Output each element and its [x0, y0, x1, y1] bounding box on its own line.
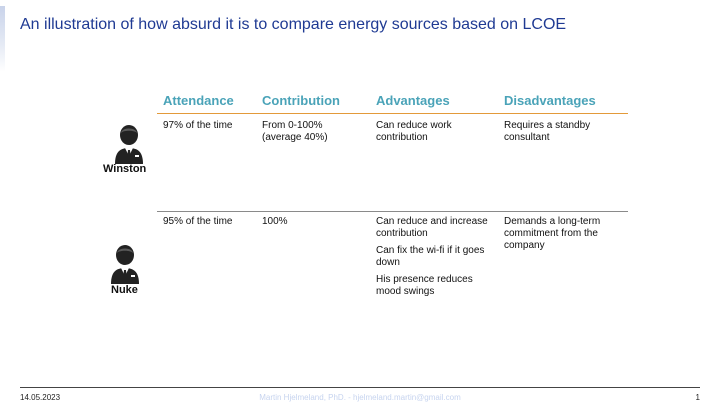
page-number: 1 — [695, 393, 700, 402]
person-suit-icon — [111, 245, 139, 284]
cell-contribution-nuke: 100% — [262, 216, 367, 228]
cell-disadvantages-winston: Requires a standby consultant — [504, 120, 622, 149]
header-divider — [157, 113, 628, 114]
contribution-line: 100% — [262, 216, 288, 227]
advantage-item: His presence reduces mood swings — [376, 274, 473, 297]
header-contribution: Contribution — [262, 93, 340, 108]
contribution-line: (average 40%) — [262, 132, 328, 143]
header-disadvantages: Disadvantages — [504, 93, 596, 108]
header-advantages: Advantages — [376, 93, 450, 108]
slide-title: An illustration of how absurd it is to c… — [20, 16, 567, 33]
disadvantage-item: Demands a long-term commitment from the … — [504, 216, 601, 251]
footer-date: 14.05.2023 — [20, 393, 61, 402]
cell-attendance-nuke: 95% of the time — [163, 216, 233, 227]
cell-disadvantages-nuke: Demands a long-term commitment from the … — [504, 216, 622, 257]
person-name-nuke: Nuke — [111, 284, 138, 296]
cell-advantages-winston: Can reduce work contribution — [376, 120, 491, 149]
row-divider — [157, 211, 628, 212]
person-name-winston: Winston — [103, 163, 147, 175]
slide-accent-bar — [0, 6, 5, 72]
cell-attendance-winston: 97% of the time — [163, 120, 233, 131]
contribution-line: From 0-100% — [262, 120, 323, 131]
cell-advantages-nuke: Can reduce and increase contribution Can… — [376, 216, 496, 303]
header-attendance: Attendance — [163, 93, 234, 108]
footer-divider — [20, 387, 700, 388]
advantage-item: Can reduce and increase contribution — [376, 216, 488, 239]
person-suit-icon — [115, 125, 143, 164]
advantage-item: Can reduce work contribution — [376, 120, 452, 143]
cell-contribution-winston: From 0-100% (average 40%) — [262, 120, 367, 144]
footer-author: Martin Hjelmeland, PhD. - hjelmeland.mar… — [259, 393, 461, 402]
disadvantage-item: Requires a standby consultant — [504, 120, 591, 143]
advantage-item: Can fix the wi-fi if it goes down — [376, 245, 485, 268]
